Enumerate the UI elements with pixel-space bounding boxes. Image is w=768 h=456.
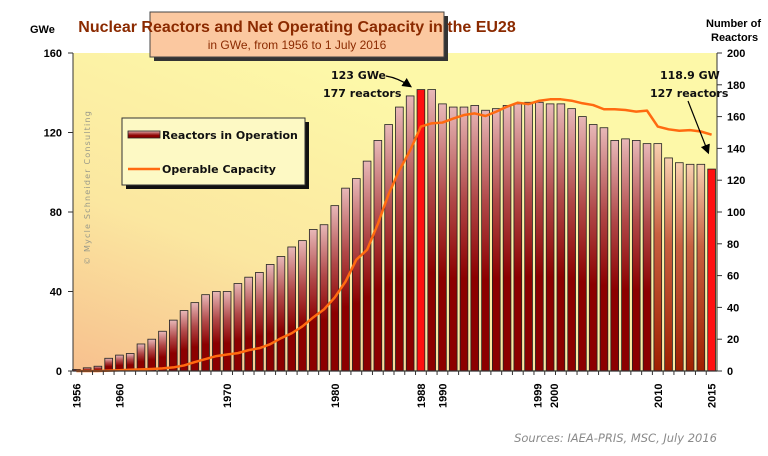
bar-1977 [298, 240, 307, 372]
bar-1990 [438, 103, 447, 372]
left-tick-label-0: 0 [56, 366, 62, 378]
line-operable-capacity [76, 98, 712, 373]
right-tick-label-160: 160 [727, 112, 745, 124]
bar-2002 [567, 108, 576, 372]
bar-1975 [276, 256, 286, 372]
bar-2008 [631, 140, 641, 372]
bar-1979 [319, 224, 329, 372]
bar-1960 [115, 354, 124, 372]
right-axis-title-2: Reactors [711, 32, 758, 44]
bar-1964 [158, 330, 167, 372]
x-tick-label-1960: 1960 [114, 384, 126, 408]
bar-1962 [136, 343, 146, 372]
bar-1976 [287, 246, 296, 372]
bar-1997 [513, 103, 523, 372]
bar-1998 [524, 101, 533, 372]
bar-1992 [459, 106, 469, 372]
right-tick-label-40: 40 [727, 302, 739, 314]
legend-label-capacity: Operable Capacity [162, 163, 276, 176]
bar-2003 [578, 116, 587, 372]
bar-1970 [222, 291, 232, 372]
bar-1978 [308, 229, 318, 372]
bar-1995 [492, 108, 501, 372]
bar-2011 [664, 157, 673, 372]
annotation-2015-arrow [687, 100, 710, 155]
bar-2014 [696, 163, 706, 372]
bar-2000 [545, 103, 555, 372]
bar-1965 [169, 319, 178, 372]
right-tick-label-200: 200 [727, 48, 745, 60]
bar-1961 [125, 353, 135, 372]
left-axis-title: GWe [30, 24, 55, 36]
bar-2004 [588, 124, 598, 372]
bar-2006 [610, 140, 619, 372]
bar-2015 [707, 168, 716, 372]
x-tick-label-1988: 1988 [416, 384, 428, 408]
x-tick-label-2010: 2010 [653, 384, 665, 408]
x-tick-label-2000: 2000 [549, 384, 561, 408]
bar-1959 [104, 357, 113, 372]
left-tick-label-120: 120 [44, 128, 62, 140]
x-tick-label-1999: 1999 [532, 384, 544, 408]
chart-subtitle: in GWe, from 1956 to 1 July 2016 [208, 38, 387, 52]
x-tick-label-2015: 2015 [707, 384, 719, 408]
right-tick-label-100: 100 [727, 207, 745, 219]
left-tick-label-80: 80 [50, 207, 62, 219]
bar-2001 [556, 103, 566, 372]
bar-1983 [362, 160, 372, 372]
bar-1993 [470, 105, 480, 372]
bar-1971 [233, 283, 243, 372]
bar-1986 [395, 106, 404, 372]
right-tick-label-20: 20 [727, 334, 739, 346]
bar-1974 [265, 264, 275, 372]
x-tick-label-1956: 1956 [71, 384, 83, 408]
bar-1987 [405, 95, 415, 372]
legend-swatch-reactors [127, 130, 161, 139]
right-axis-title-1: Number of [706, 18, 761, 30]
bar-1972 [244, 276, 253, 372]
bar-1996 [502, 105, 512, 372]
bar-1982 [352, 178, 361, 372]
annotation-1988-capacity: 123 GWe [331, 69, 386, 82]
left-tick-label-40: 40 [50, 287, 62, 299]
bar-1973 [255, 272, 264, 372]
annotation-2015-capacity: 118.9 GW [660, 69, 720, 82]
bar-1985 [384, 124, 393, 372]
bar-1994 [481, 109, 490, 372]
watermark: © Mycle Schneider Consulting [83, 110, 92, 265]
bar-2007 [621, 138, 630, 372]
right-tick-label-120: 120 [727, 175, 745, 187]
annotation-2015-reactors: 127 reactors [650, 87, 729, 100]
bar-1999 [535, 101, 544, 372]
x-tick-label-1980: 1980 [330, 384, 342, 408]
title-box [149, 11, 445, 58]
bar-1966 [179, 310, 189, 372]
bar-2010 [653, 143, 663, 372]
right-tick-label-0: 0 [727, 366, 733, 378]
annotation-1988-reactors: 177 reactors [323, 87, 402, 100]
x-tick-label-1970: 1970 [222, 384, 234, 408]
bar-1963 [147, 338, 157, 372]
source-note: Sources: IAEA-PRIS, MSC, July 2016 [514, 431, 717, 445]
right-tick-label-80: 80 [727, 239, 739, 251]
bar-2009 [642, 143, 652, 372]
bar-1984 [373, 140, 383, 372]
bar-1980 [330, 205, 340, 372]
bar-1989 [427, 89, 436, 372]
right-tick-label-60: 60 [727, 271, 739, 283]
bar-2005 [599, 127, 609, 372]
chart-title: Nuclear Reactors and Net Operating Capac… [78, 19, 516, 36]
bar-1969 [212, 291, 221, 372]
legend [121, 117, 306, 186]
bar-2012 [675, 162, 684, 372]
bar-1991 [448, 106, 458, 372]
left-tick-label-160: 160 [44, 48, 62, 60]
right-tick-label-140: 140 [727, 143, 745, 155]
right-tick-label-180: 180 [727, 80, 745, 92]
x-tick-label-1990: 1990 [437, 384, 449, 408]
bar-2013 [685, 163, 695, 372]
annotation-1988-arrow [385, 75, 412, 88]
legend-label-reactors: Reactors in Operation [162, 129, 298, 142]
